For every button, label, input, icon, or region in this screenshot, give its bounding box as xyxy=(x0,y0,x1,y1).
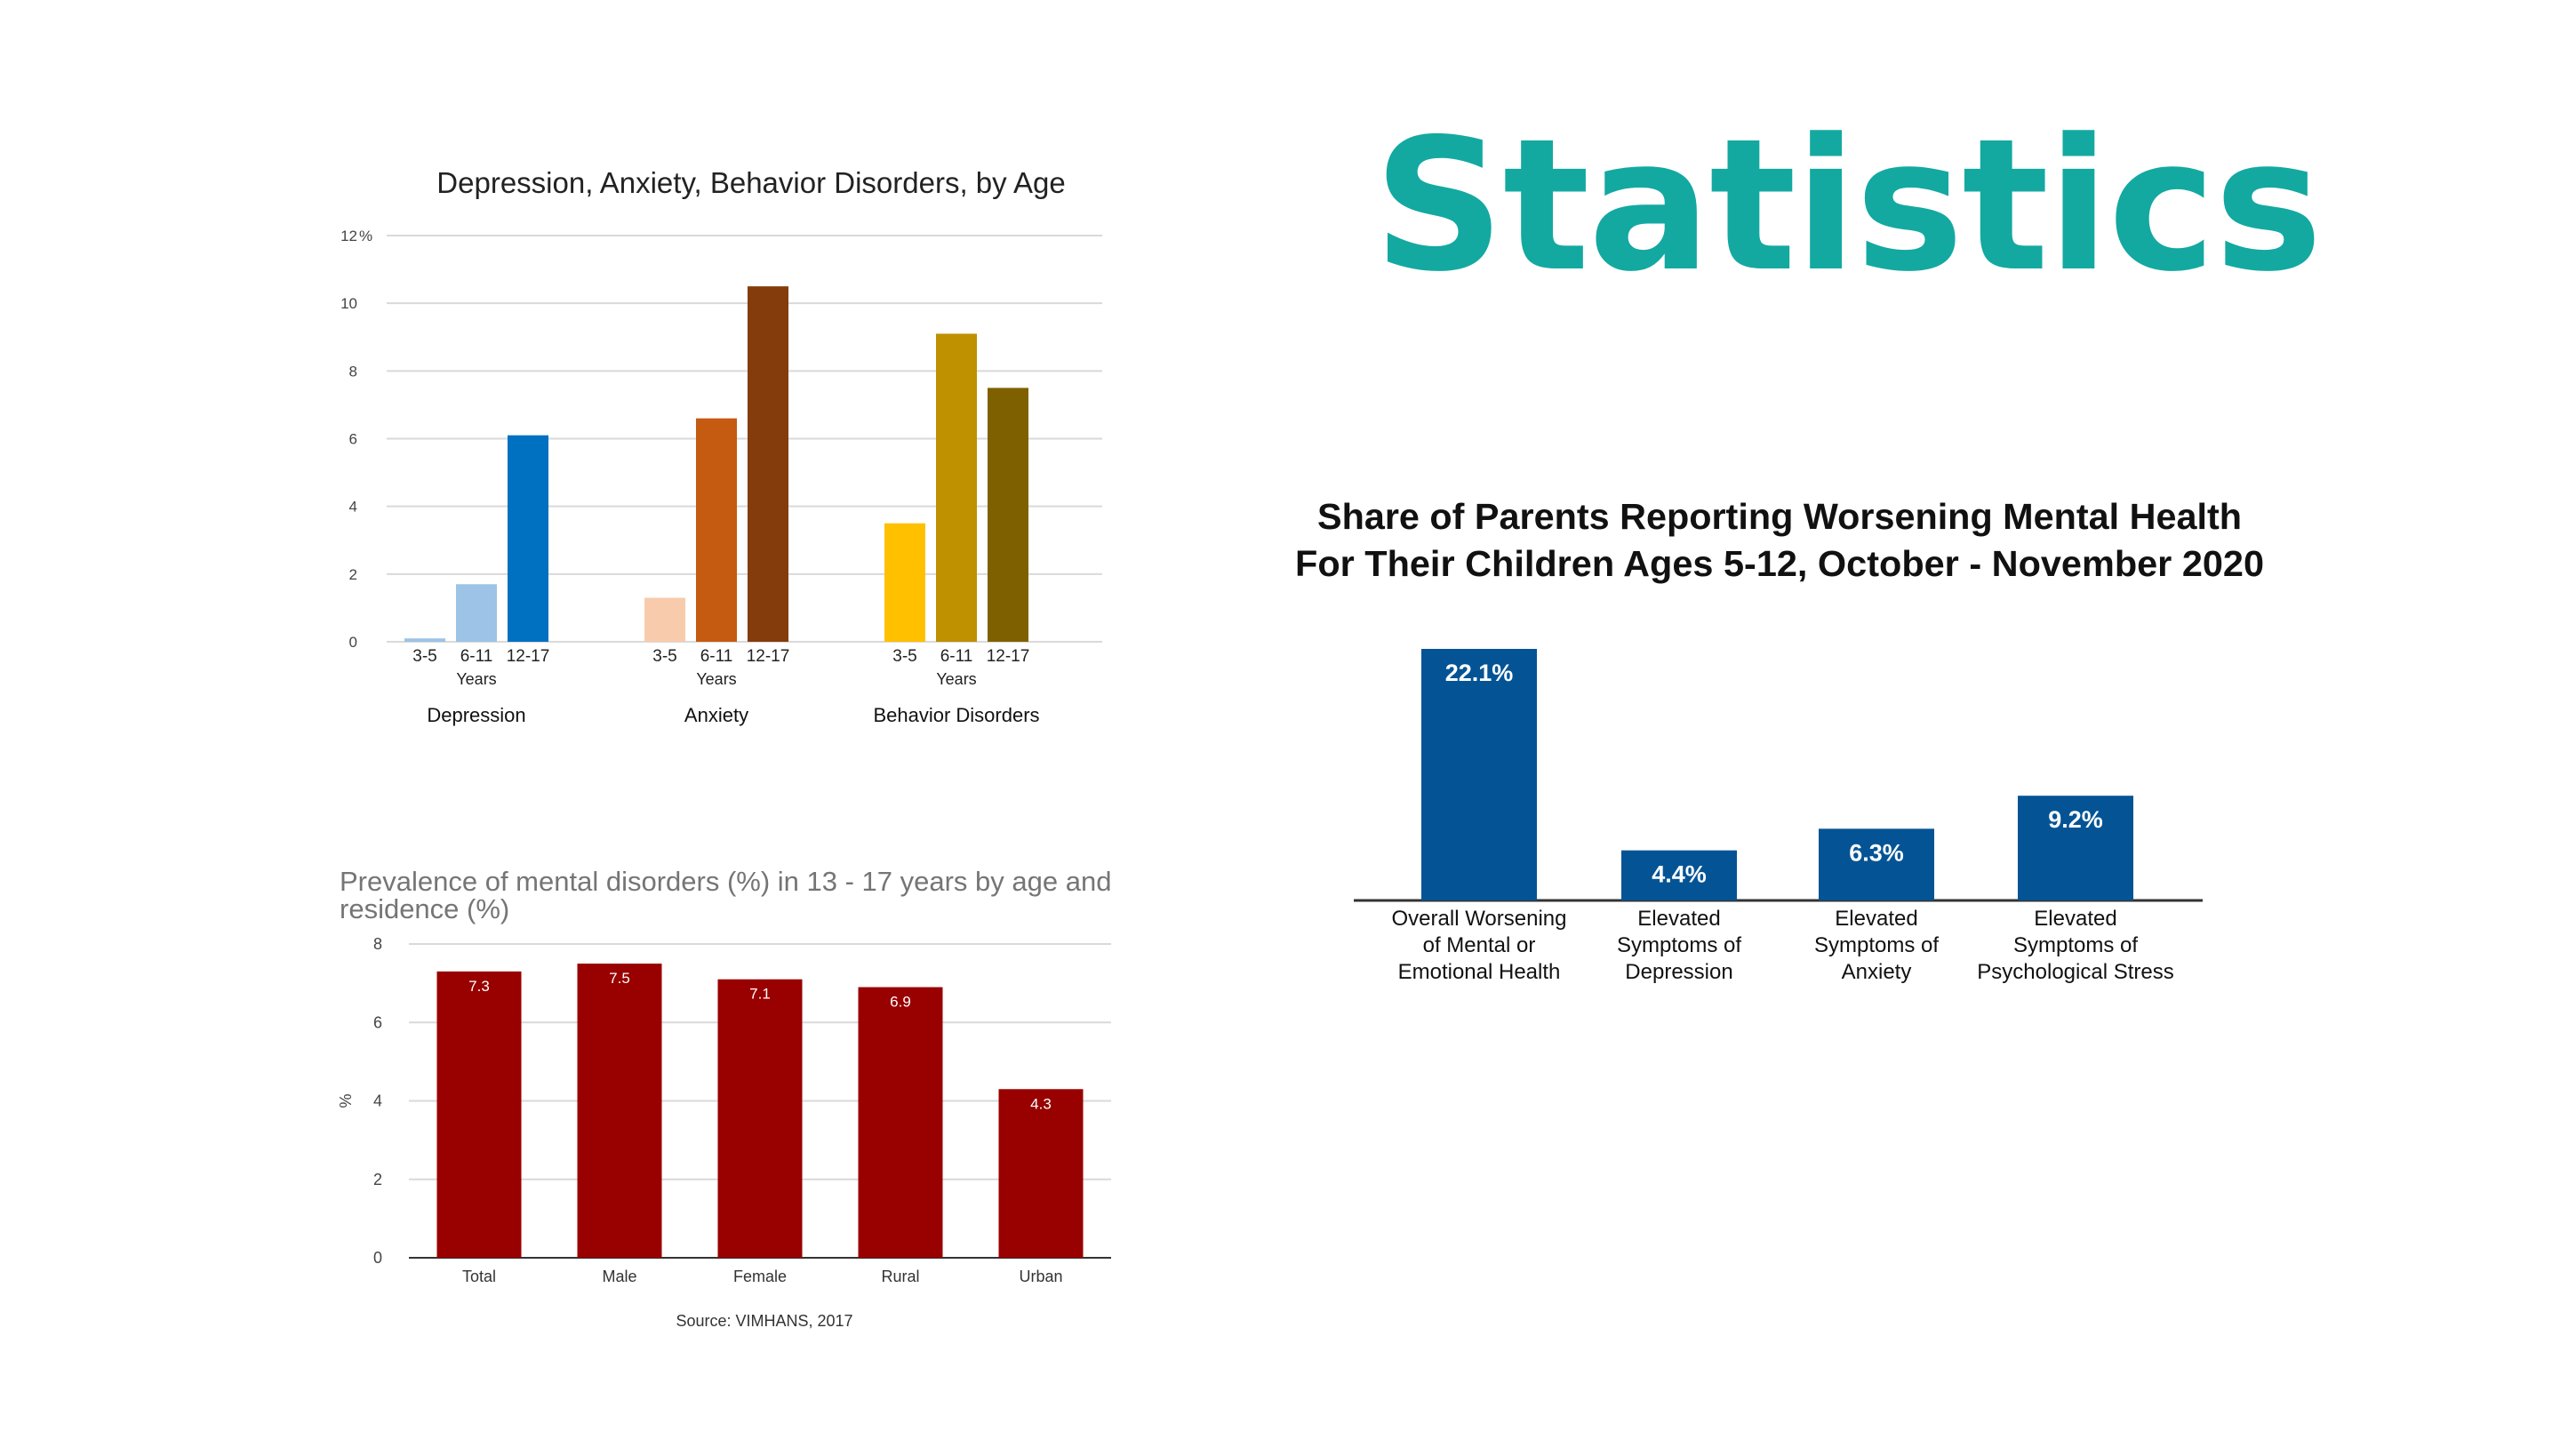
x-tick-label: Symptoms of xyxy=(1814,933,1939,957)
chart-title-line-1: Prevalence of mental disorders (%) in 13… xyxy=(340,866,1111,897)
x-tick-label: 6-11 xyxy=(940,647,973,666)
chart-source: Source: VIMHANS, 2017 xyxy=(676,1312,852,1330)
bar xyxy=(1819,828,1934,900)
chart-depression-anxiety-behavior: Depression, Anxiety, Behavior Disorders,… xyxy=(340,166,1102,726)
x-tick-label: 12-17 xyxy=(987,647,1030,666)
x-tick-label: Overall Worsening xyxy=(1392,907,1567,931)
y-tick-label: 4 xyxy=(373,1092,382,1110)
bar xyxy=(577,964,662,1258)
chart-title: Depression, Anxiety, Behavior Disorders,… xyxy=(436,166,1065,199)
y-tick-label: 6 xyxy=(349,431,357,448)
y-tick-label: 0 xyxy=(349,634,357,651)
x-tick-label: of Mental or xyxy=(1423,933,1536,957)
bar xyxy=(508,435,548,642)
group-sublabel: Years xyxy=(456,670,496,688)
x-tick-label: Anxiety xyxy=(1842,960,1912,984)
bar xyxy=(1621,850,1737,900)
chart-subtitle: For Their Children Ages 5-12, October - … xyxy=(1295,543,2264,584)
x-tick-label: Depression xyxy=(1625,960,1732,984)
x-tick-label: 12-17 xyxy=(507,647,550,666)
x-tick-label: 3-5 xyxy=(652,647,676,666)
chart-prevalence-mental-disorders: Prevalence of mental disorders (%) in 13… xyxy=(337,866,1111,1330)
x-tick-label: 6-11 xyxy=(700,647,733,666)
bar xyxy=(1421,649,1537,900)
bar xyxy=(998,1089,1084,1258)
bar xyxy=(717,979,803,1258)
x-tick-label: Symptoms of xyxy=(1617,933,1741,957)
data-label: 4.4% xyxy=(1652,861,1707,888)
group-label: Depression xyxy=(427,704,525,726)
data-label: 7.1 xyxy=(749,986,771,1003)
x-tick-label: Rural xyxy=(881,1268,919,1285)
chart-parents-worsening-mental-health: Share of Parents Reporting Worsening Men… xyxy=(1295,496,2264,984)
y-tick-label: 4 xyxy=(349,499,357,516)
y-tick-label: 2 xyxy=(373,1171,382,1188)
group-label: Behavior Disorders xyxy=(873,704,1039,726)
y-tick-label: 12 xyxy=(340,228,357,244)
bar xyxy=(404,638,445,642)
page-title: Statistics xyxy=(1373,100,2323,312)
x-tick-label: Total xyxy=(462,1268,496,1285)
data-label: 6.9 xyxy=(890,994,911,1011)
data-label: 4.3 xyxy=(1030,1095,1052,1112)
data-label: 22.1% xyxy=(1445,660,1514,686)
x-tick-label: 12-17 xyxy=(747,647,790,666)
x-tick-label: Urban xyxy=(1019,1268,1062,1285)
y-tick-label: 2 xyxy=(349,566,357,583)
x-tick-label: Female xyxy=(733,1268,787,1285)
x-tick-label: 3-5 xyxy=(412,647,436,666)
bar xyxy=(456,584,497,642)
chart-title-line-2: residence (%) xyxy=(340,893,509,924)
x-tick-label: Symptoms of xyxy=(2013,933,2138,957)
data-label: 6.3% xyxy=(1849,839,1904,866)
bar xyxy=(436,971,522,1258)
bar xyxy=(858,987,943,1258)
data-label: 7.3 xyxy=(468,978,490,995)
chart-title: Share of Parents Reporting Worsening Men… xyxy=(1317,496,2242,537)
x-tick-label: Elevated xyxy=(1835,907,1917,931)
data-label: 7.5 xyxy=(609,970,630,987)
bar xyxy=(2018,796,2133,900)
bar xyxy=(696,418,737,642)
x-tick-label: Emotional Health xyxy=(1398,960,1561,984)
bar xyxy=(936,333,977,642)
x-tick-label: Elevated xyxy=(2034,907,2116,931)
y-tick-label: 10 xyxy=(340,295,357,312)
data-label: 9.2% xyxy=(2048,806,2103,833)
x-tick-label: Male xyxy=(602,1268,636,1285)
y-axis-label: % xyxy=(337,1093,355,1108)
y-tick-label: 0 xyxy=(373,1249,382,1267)
group-sublabel: Years xyxy=(936,670,976,688)
x-tick-label: 3-5 xyxy=(892,647,916,666)
bar xyxy=(748,286,788,642)
group-sublabel: Years xyxy=(696,670,736,688)
group-label: Anxiety xyxy=(684,704,748,726)
y-tick-label: 8 xyxy=(373,935,382,953)
y-tick-label: 8 xyxy=(349,363,357,380)
bar xyxy=(988,388,1028,642)
x-tick-label: Psychological Stress xyxy=(1977,960,2173,984)
y-tick-label: 6 xyxy=(373,1013,382,1031)
bar xyxy=(644,597,685,642)
x-tick-label: Elevated xyxy=(1637,907,1720,931)
x-tick-label: 6-11 xyxy=(460,647,493,666)
bar xyxy=(884,523,925,642)
y-unit-label: % xyxy=(359,228,372,244)
